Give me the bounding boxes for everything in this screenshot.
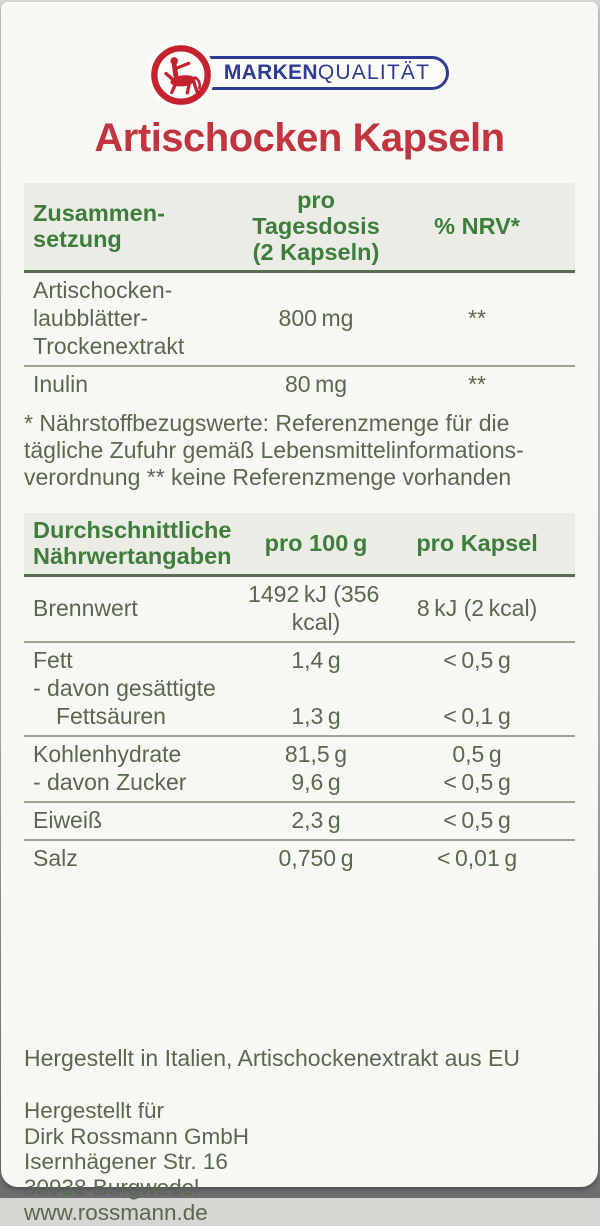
address-line-street: Isernhägener Str. 16 <box>24 1149 228 1174</box>
badge-text-qualitaet: QUALITÄT <box>317 61 431 84</box>
nutrient-name: Eiweiß <box>33 807 103 833</box>
ingredient-nrv: ** <box>468 371 486 397</box>
product-title: Artischocken Kapseln <box>94 116 505 160</box>
table-row-brennwert: Brennwert 1492 kJ (356 kcal) 8 kJ (2 kca… <box>24 577 575 643</box>
ingredient-name: Inulin <box>33 371 88 397</box>
nutrient-per100: 1,4 g <box>291 647 341 673</box>
nutrient-per100: 9,6 g <box>291 769 341 795</box>
nutrient-per100: 2,3 g <box>291 807 341 833</box>
ingredient-dose: 800 mg <box>278 305 354 331</box>
origin-note: Hergestellt in Italien, Artischockenextr… <box>24 1045 521 1071</box>
badge-pill: MARKENQUALITÄT <box>182 56 450 90</box>
composition-header-col2: pro Tagesdosis (2 Kapseln) <box>252 187 380 265</box>
table-row-inulin: Inulin 80 mg ** <box>24 367 575 403</box>
ingredient-dose: 80 mg <box>284 371 348 397</box>
nutrient-percap: < 0,1 g <box>443 703 511 729</box>
nutrition-header-col2: pro 100 g <box>264 530 368 556</box>
rossmann-centaur-icon <box>149 44 212 106</box>
nutrient-per100: 0,750 g <box>278 845 354 871</box>
table-row-eiweiss: Eiweiß 2,3 g < 0,5 g <box>24 803 575 841</box>
nutrient-name: Kohlenhydrate <box>33 741 182 767</box>
ingredient-nrv: ** <box>468 305 486 331</box>
nutrition-table: Durchschnittliche Nährwertangaben pro 10… <box>24 513 575 877</box>
nutrient-percap: 8 kJ (2 kcal) <box>416 595 538 621</box>
nutrition-table-header: Durchschnittliche Nährwertangaben pro 10… <box>24 513 575 577</box>
table-row-fett: Fett 1,4 g < 0,5 g <box>24 643 575 674</box>
nutrient-percap: < 0,5 g <box>443 807 511 833</box>
nutrient-percap: < 0,5 g <box>443 647 511 673</box>
nutrient-per100: 1492 kJ (356 kcal) <box>248 581 384 635</box>
nutrient-percap: < 0,01 g <box>436 845 518 871</box>
nutrient-per100: 81,5 g <box>284 741 348 767</box>
table-group-kohlenhydrate: Kohlenhydrate 81,5 g 0,5 g - davon Zucke… <box>24 737 575 803</box>
table-row-davon-zucker: - davon Zucker 9,6 g < 0,5 g <box>24 768 575 801</box>
ingredient-name: Artischocken- laubblätter- Trockenextrak… <box>33 277 185 359</box>
nutrient-percap: 0,5 g <box>452 741 502 767</box>
manufacturer-address: Hergestellt für Dirk Rossmann GmbH Isern… <box>24 1098 575 1226</box>
address-line-hergestellt-fuer: Hergestellt für <box>24 1098 165 1123</box>
address-line-company: Dirk Rossmann GmbH <box>24 1123 250 1149</box>
table-row-kohlenhydrate: Kohlenhydrate 81,5 g 0,5 g <box>24 737 575 768</box>
label-content: MARKENQUALITÄT <box>1 44 598 1226</box>
marken-qualitaet-badge: MARKENQUALITÄT <box>149 44 450 106</box>
nutrient-per100: 1,3 g <box>291 703 341 729</box>
nrv-footnote: * Nährstoffbezugswerte: Referenzmenge fü… <box>24 410 524 490</box>
nutrient-name: Fett <box>33 647 73 673</box>
composition-header-col3: % NRV* <box>434 213 520 239</box>
website-text: www.rossmann.de <box>24 1200 208 1225</box>
composition-table-header: Zusammen- setzung pro Tagesdosis (2 Kaps… <box>24 183 575 273</box>
table-group-fett: Fett 1,4 g < 0,5 g - davon gesättigte Fe… <box>24 643 575 737</box>
nutrient-name: Salz <box>33 845 78 871</box>
nutrient-name: - davon gesättigte Fettsäuren <box>33 675 216 729</box>
badge-text-marken: MARKEN <box>223 61 318 84</box>
nutrition-header-col3: pro Kapsel <box>416 530 538 556</box>
composition-header-col1: Zusammen- setzung <box>33 200 165 252</box>
nutrient-name: - davon Zucker <box>33 769 187 795</box>
nutrition-header-col1: Durchschnittliche Nährwertangaben <box>33 517 232 569</box>
address-line-city: 30938 Burgwedel <box>24 1174 200 1200</box>
table-row-salz: Salz 0,750 g < 0,01 g <box>24 841 575 877</box>
badge-text: MARKENQUALITÄT <box>224 61 430 85</box>
nutrient-percap: < 0,5 g <box>443 769 511 795</box>
table-row-gesaettigte-fettsaeuren: - davon gesättigte Fettsäuren 1,3 g < 0,… <box>24 674 575 735</box>
brand-badge-row: MARKENQUALITÄT <box>24 44 575 106</box>
composition-table: Zusammen- setzung pro Tagesdosis (2 Kaps… <box>24 183 575 491</box>
table-row-artischocken: Artischocken- laubblätter- Trockenextrak… <box>24 273 575 367</box>
nutrient-name: Brennwert <box>33 595 138 621</box>
